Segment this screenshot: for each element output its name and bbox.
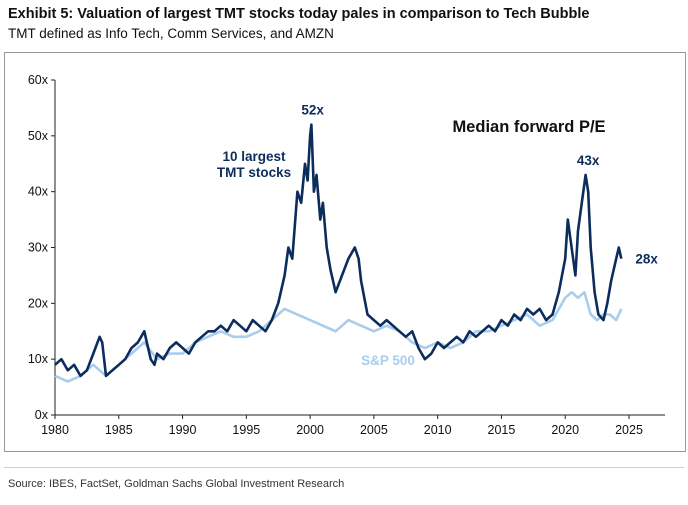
x-tick-label: 2015 (488, 423, 516, 437)
y-tick-label: 20x (28, 296, 49, 310)
x-tick-label: 1995 (232, 423, 260, 437)
annotation-label: 43x (577, 153, 600, 168)
exhibit-title: Exhibit 5: Valuation of largest TMT stoc… (8, 6, 590, 22)
inner-chart-title: Median forward P/E (452, 118, 605, 136)
series-label-tmt: TMT stocks (217, 165, 291, 180)
x-tick-label: 1990 (169, 423, 197, 437)
annotation-label: 28x (635, 252, 658, 267)
y-tick-label: 0x (35, 408, 49, 422)
x-tick-label: 2000 (296, 423, 324, 437)
y-tick-label: 50x (28, 129, 49, 143)
series-label-tmt: 10 largest (222, 149, 286, 164)
x-tick-label: 1985 (105, 423, 133, 437)
y-tick-label: 30x (28, 241, 49, 255)
x-tick-label: 2010 (424, 423, 452, 437)
series-label-sp500: S&P 500 (361, 353, 415, 368)
source-note: Source: IBES, FactSet, Goldman Sachs Glo… (8, 478, 345, 490)
y-tick-label: 60x (28, 73, 49, 87)
chart-frame (4, 52, 686, 452)
y-tick-label: 40x (28, 185, 49, 199)
exhibit-subtitle: TMT defined as Info Tech, Comm Services,… (8, 26, 334, 41)
series-line-tmt (54, 123, 623, 378)
x-tick-label: 2020 (551, 423, 579, 437)
x-tick-label: 2005 (360, 423, 388, 437)
series-line-sp500 (54, 290, 623, 383)
footer-divider (4, 467, 684, 468)
x-tick-label: 2025 (615, 423, 643, 437)
annotation-label: 52x (301, 103, 324, 118)
y-tick-label: 10x (28, 352, 49, 366)
x-tick-label: 1980 (41, 423, 69, 437)
